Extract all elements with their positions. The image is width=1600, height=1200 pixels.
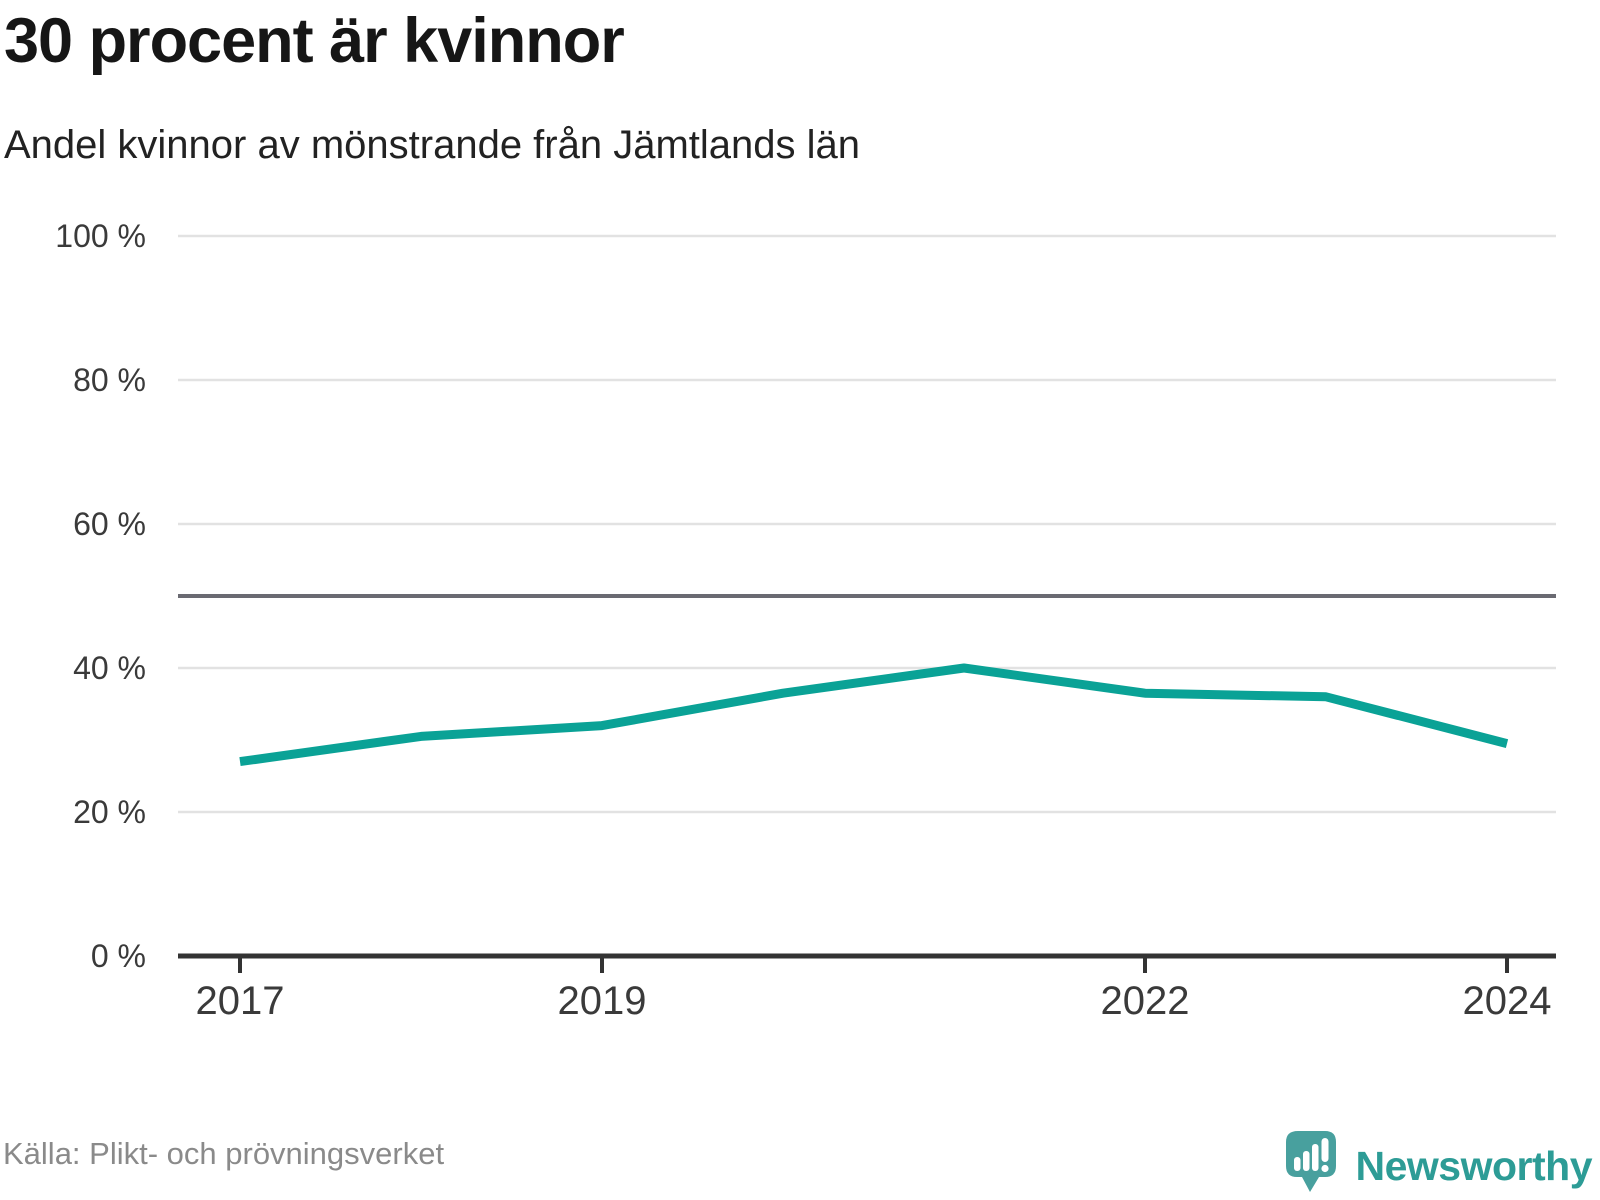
exclamation-bar	[1321, 1138, 1328, 1162]
newsworthy-icon	[1285, 1131, 1336, 1192]
chart-subtitle: Andel kvinnor av mönstrande från Jämtlan…	[4, 123, 861, 167]
x-tick-label: 2024	[1463, 979, 1552, 1023]
data-line	[239, 663, 1509, 767]
source-note: Källa: Plikt- och prövningsverket	[3, 1136, 445, 1171]
x-tick-label: 2017	[196, 979, 285, 1023]
exclamation-dot	[1320, 1164, 1329, 1173]
speech-bubble-shape	[1285, 1131, 1336, 1192]
y-tick-label: 80 %	[73, 362, 146, 398]
y-tick-label: 60 %	[73, 506, 146, 542]
y-tick-label: 20 %	[73, 794, 146, 830]
x-tick-label: 2022	[1101, 979, 1190, 1023]
bar-2	[1302, 1151, 1309, 1171]
bar-1	[1293, 1157, 1300, 1171]
newsworthy-logo: Newsworthy	[1285, 1131, 1593, 1193]
chart-title: 30 procent är kvinnor	[4, 6, 625, 76]
bar-3	[1311, 1144, 1318, 1171]
y-tick-label: 40 %	[73, 650, 146, 686]
y-tick-label: 100 %	[55, 218, 146, 254]
newsworthy-wordmark: Newsworthy	[1355, 1143, 1593, 1189]
y-tick-label: 0 %	[91, 938, 146, 974]
x-tick-label: 2019	[558, 979, 647, 1023]
